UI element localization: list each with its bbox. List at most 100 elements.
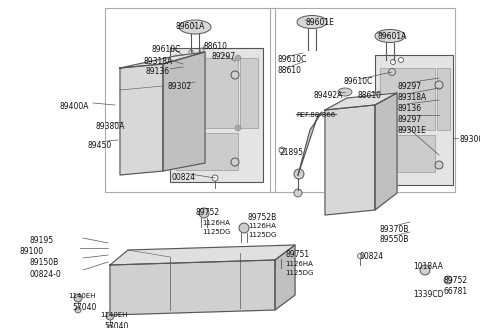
Circle shape xyxy=(435,81,443,89)
Text: 89318A: 89318A xyxy=(143,57,172,66)
Bar xyxy=(105,8,275,192)
Ellipse shape xyxy=(179,20,211,34)
Text: 89380A: 89380A xyxy=(95,122,124,131)
Text: 57040: 57040 xyxy=(104,322,128,328)
Circle shape xyxy=(189,50,193,54)
Text: 89751: 89751 xyxy=(285,250,309,259)
Circle shape xyxy=(279,147,285,153)
Text: 00824-0: 00824-0 xyxy=(30,270,62,279)
Text: 89195: 89195 xyxy=(30,236,54,245)
Text: 89450: 89450 xyxy=(87,141,111,150)
Text: 89601E: 89601E xyxy=(305,18,334,27)
Circle shape xyxy=(173,55,179,61)
Circle shape xyxy=(294,169,304,179)
Circle shape xyxy=(398,57,404,63)
Circle shape xyxy=(235,55,241,61)
Text: 1018AA: 1018AA xyxy=(413,262,443,271)
Text: 1140EH: 1140EH xyxy=(100,312,128,318)
Text: 89601A: 89601A xyxy=(378,32,408,41)
Circle shape xyxy=(273,249,283,259)
Text: 89150B: 89150B xyxy=(30,258,59,267)
Text: REF.88-866: REF.88-866 xyxy=(296,112,335,118)
Polygon shape xyxy=(120,64,163,175)
Text: 1140EH: 1140EH xyxy=(68,293,96,299)
Circle shape xyxy=(173,125,179,131)
Text: 89550B: 89550B xyxy=(380,235,409,244)
Text: 89300A: 89300A xyxy=(459,135,480,144)
Ellipse shape xyxy=(338,88,352,96)
Text: 89610C: 89610C xyxy=(152,45,181,54)
Text: 1126HA: 1126HA xyxy=(248,223,276,229)
Text: 89136: 89136 xyxy=(145,67,169,76)
Text: 89492A: 89492A xyxy=(313,91,342,100)
Text: 89297: 89297 xyxy=(398,82,422,91)
Text: 89370B: 89370B xyxy=(380,225,409,234)
Bar xyxy=(240,58,258,128)
Polygon shape xyxy=(110,245,295,265)
Text: 89752: 89752 xyxy=(196,208,220,217)
Bar xyxy=(270,8,455,192)
Text: 88610: 88610 xyxy=(203,42,227,51)
Circle shape xyxy=(107,325,113,328)
Polygon shape xyxy=(120,52,205,68)
Bar xyxy=(380,135,435,172)
Circle shape xyxy=(294,189,302,197)
Circle shape xyxy=(231,71,239,79)
Text: 57040: 57040 xyxy=(72,303,96,312)
Circle shape xyxy=(235,125,241,131)
Polygon shape xyxy=(375,93,397,210)
Text: 89100: 89100 xyxy=(20,247,44,256)
Text: 89136: 89136 xyxy=(398,104,422,113)
Text: 21895: 21895 xyxy=(280,148,304,157)
Polygon shape xyxy=(325,93,397,110)
Text: 1126HA: 1126HA xyxy=(202,220,230,226)
Bar xyxy=(375,55,453,185)
Circle shape xyxy=(420,265,430,275)
Circle shape xyxy=(74,294,82,302)
Text: 1125DG: 1125DG xyxy=(248,232,276,238)
Circle shape xyxy=(106,312,114,320)
Text: 1339CD: 1339CD xyxy=(413,290,444,299)
Ellipse shape xyxy=(375,30,405,43)
Circle shape xyxy=(184,60,192,68)
Text: 89301E: 89301E xyxy=(398,126,427,135)
Bar xyxy=(170,48,263,182)
Text: 89610C: 89610C xyxy=(278,55,307,64)
Text: 89297: 89297 xyxy=(212,52,236,61)
Polygon shape xyxy=(110,260,275,315)
Text: 00824: 00824 xyxy=(360,252,384,261)
Ellipse shape xyxy=(297,15,327,29)
Circle shape xyxy=(337,148,343,153)
Text: 1125DG: 1125DG xyxy=(202,229,230,235)
Circle shape xyxy=(239,223,249,233)
Text: 89302: 89302 xyxy=(168,82,192,91)
Circle shape xyxy=(199,208,209,218)
Circle shape xyxy=(75,307,81,313)
Text: 89752B: 89752B xyxy=(248,213,277,222)
Text: 1125DG: 1125DG xyxy=(285,270,313,276)
Text: 89318A: 89318A xyxy=(398,93,427,102)
Bar xyxy=(176,133,238,170)
Text: 1126HA: 1126HA xyxy=(285,261,313,267)
Circle shape xyxy=(435,161,443,169)
Circle shape xyxy=(200,48,204,52)
Text: 89752: 89752 xyxy=(443,276,467,285)
Polygon shape xyxy=(275,245,295,310)
Circle shape xyxy=(132,109,138,115)
Circle shape xyxy=(444,276,452,284)
Text: 88610: 88610 xyxy=(358,91,382,100)
Text: 89610C: 89610C xyxy=(343,77,372,86)
Circle shape xyxy=(391,59,396,65)
Text: 00824: 00824 xyxy=(172,173,196,182)
Text: 89601A: 89601A xyxy=(175,22,204,31)
Polygon shape xyxy=(163,52,205,171)
Circle shape xyxy=(212,175,218,181)
Bar xyxy=(380,68,435,130)
Circle shape xyxy=(388,69,396,75)
Polygon shape xyxy=(298,112,322,175)
Text: 66781: 66781 xyxy=(443,287,467,296)
Polygon shape xyxy=(325,105,375,215)
Bar xyxy=(437,68,450,130)
Circle shape xyxy=(231,158,239,166)
Text: 89297: 89297 xyxy=(398,115,422,124)
